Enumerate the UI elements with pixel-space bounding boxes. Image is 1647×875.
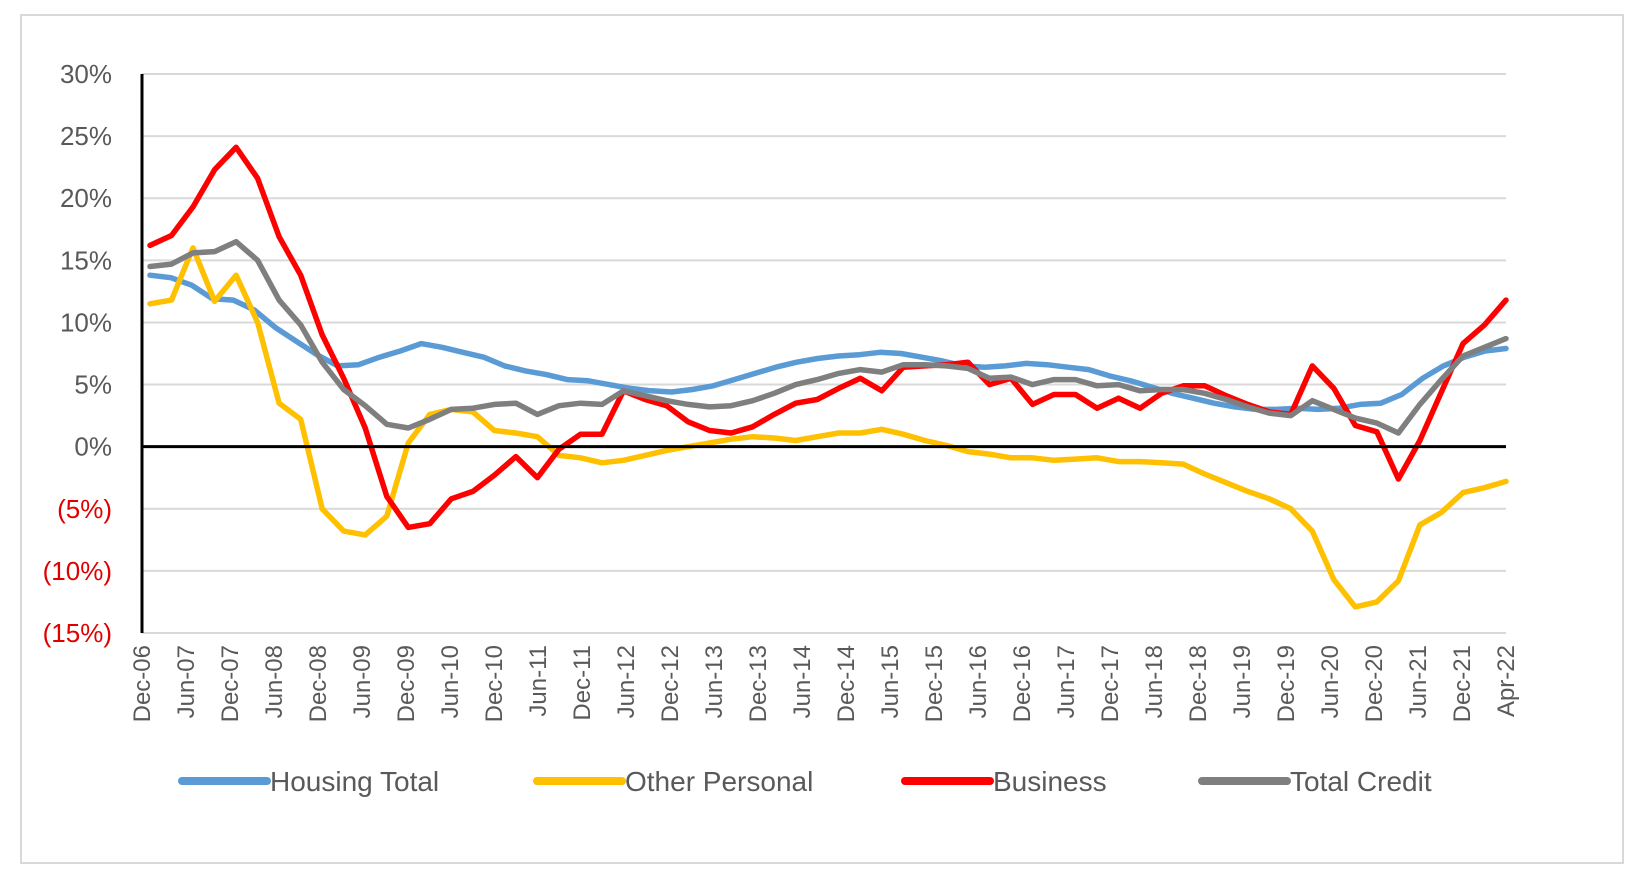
x-tick-label: Dec-13 (745, 645, 772, 722)
y-tick-label: 5% (74, 370, 112, 400)
y-tick-label: 25% (60, 121, 112, 151)
series-line-housing-total (147, 272, 1509, 413)
chart-frame: 30% 25% 20% 15% 10% 5% 0% (5%) (10%) (15%) Dec-06… (20, 14, 1624, 864)
x-tick-label: Jun-12 (613, 645, 640, 718)
x-tick-label: Dec-17 (1097, 645, 1124, 722)
x-tick-label: Jun-11 (525, 645, 552, 717)
series-line-business (147, 144, 1509, 531)
x-tick-label: Dec-11 (569, 645, 596, 721)
x-tick-label: Dec-18 (1185, 645, 1212, 722)
x-tick-label: Dec-10 (481, 645, 508, 722)
x-tick-label: Jun-13 (701, 645, 728, 718)
y-tick-label: (5%) (57, 494, 112, 524)
line-chart: 30% 25% 20% 15% 10% 5% 0% (5%) (10%) (15%) Dec-06… (43, 59, 1520, 797)
series-lines (147, 144, 1509, 610)
x-tick-label: Jun-08 (261, 645, 288, 718)
x-tick-label: Jun-16 (965, 645, 992, 718)
x-tick-label: Jun-18 (1141, 645, 1168, 718)
x-tick-label: Dec-07 (217, 645, 244, 722)
legend-label-total-credit: Total Credit (1290, 766, 1432, 797)
x-tick-label: Dec-20 (1361, 645, 1388, 722)
x-tick-label: Jun-14 (789, 645, 816, 718)
legend-label-housing-total: Housing Total (270, 766, 439, 797)
y-axis-ticks: 30% 25% 20% 15% 10% 5% 0% (5%) (10%) (15%) (43, 59, 112, 648)
x-tick-label: Dec-09 (393, 645, 420, 722)
x-tick-label: Jun-17 (1053, 645, 1080, 718)
series-line-total-credit (147, 238, 1509, 436)
series-line-other-personal (147, 245, 1509, 610)
x-tick-label: Dec-08 (305, 645, 332, 722)
x-tick-label: Jun-07 (173, 645, 200, 718)
y-tick-label: 30% (60, 59, 112, 89)
x-tick-label: Apr-22 (1493, 645, 1520, 717)
legend-label-other-personal: Other Personal (625, 766, 813, 797)
x-tick-label: Dec-16 (1009, 645, 1036, 722)
x-tick-label: Dec-19 (1273, 645, 1300, 722)
x-tick-label: Jun-19 (1229, 645, 1256, 718)
x-tick-label: Jun-20 (1317, 645, 1344, 718)
y-tick-label: (10%) (43, 556, 112, 586)
x-tick-label: Dec-15 (921, 645, 948, 722)
x-axis-ticks: Dec-06 Jun-07 Dec-07 Jun-08 Dec-08 Jun-09 Dec-… (129, 645, 1520, 722)
x-tick-label: Jun-15 (877, 645, 904, 718)
y-tick-label: 0% (74, 432, 112, 462)
gridlines (142, 73, 1506, 634)
x-tick-label: Dec-21 (1449, 645, 1476, 722)
y-tick-label: 15% (60, 245, 112, 275)
legend-label-business: Business (993, 766, 1107, 797)
axes (140, 74, 1506, 633)
x-tick-label: Jun-21 (1405, 645, 1432, 718)
x-tick-label: Dec-06 (129, 645, 156, 722)
y-tick-label: (15%) (43, 618, 112, 648)
x-tick-label: Jun-09 (349, 645, 376, 718)
x-tick-label: Jun-10 (437, 645, 464, 718)
legend: Housing Total Other Personal Business Total… (178, 766, 1432, 797)
y-tick-label: 10% (60, 307, 112, 337)
y-tick-label: 20% (60, 183, 112, 213)
x-tick-label: Dec-12 (657, 645, 684, 722)
x-tick-label: Dec-14 (833, 645, 860, 722)
